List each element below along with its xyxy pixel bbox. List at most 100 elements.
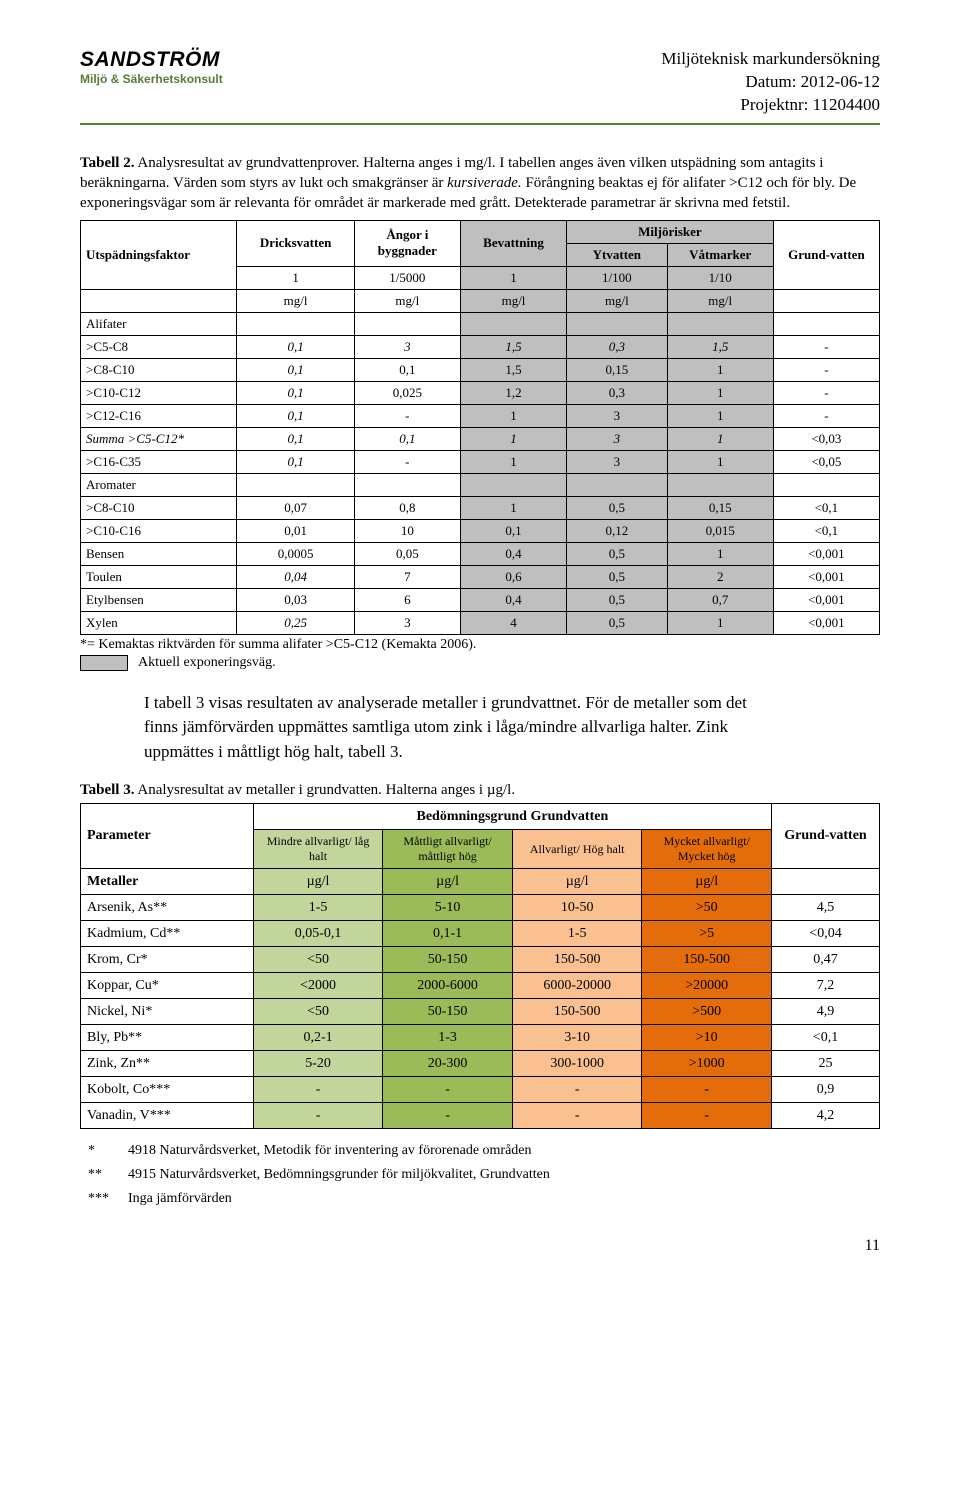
table2-caption-head: Tabell 2.: [80, 155, 134, 171]
table-row: >C8-C100,070,810,50,15<0,1: [81, 496, 880, 519]
footnote-mark: **: [80, 1163, 120, 1187]
table-cell: -: [512, 1077, 642, 1103]
footnote-row: *4918 Naturvårdsverket, Metodik för inve…: [80, 1139, 558, 1163]
table-cell: 3: [354, 335, 460, 358]
table-cell: 1: [667, 381, 773, 404]
table-cell: >10: [642, 1025, 772, 1051]
table-row: Kadmium, Cd**0,05-0,10,1-11-5>5<0,04: [81, 921, 880, 947]
header-meta: Miljöteknisk markundersökning Datum: 201…: [661, 48, 880, 117]
table2-caption-kursiv: kursiverade.: [447, 175, 522, 191]
table-cell: 0,025: [354, 381, 460, 404]
row-label: >C16-C35: [81, 450, 237, 473]
table-cell: -: [354, 404, 460, 427]
unit-c1: µg/l: [253, 869, 383, 895]
table-cell: 1: [667, 611, 773, 634]
table-cell: <0,1: [772, 1025, 880, 1051]
table-cell: -: [773, 404, 879, 427]
table-cell: 25: [772, 1051, 880, 1077]
unit-c3: µg/l: [512, 869, 642, 895]
table-cell: 1: [460, 404, 566, 427]
footnote-row: ***Inga jämförvärden: [80, 1187, 558, 1211]
row-label: Bensen: [81, 542, 237, 565]
row-label: Zink, Zn**: [81, 1051, 254, 1077]
row-label: >C10-C12: [81, 381, 237, 404]
table-cell: 5-10: [383, 895, 513, 921]
table2-section-row: Alifater: [81, 312, 880, 335]
table-cell: 0,3: [567, 381, 668, 404]
table-cell: 0,25: [237, 611, 354, 634]
table-cell: 0,6: [460, 565, 566, 588]
col-miljorisker: Miljörisker: [567, 220, 774, 243]
table-cell: 50-150: [383, 999, 513, 1025]
document-page: SANDSTRÖM Miljö & Säkerhetskonsult Miljö…: [0, 0, 960, 1295]
table-cell: 4,5: [772, 895, 880, 921]
table-cell: [567, 312, 668, 335]
table3-caption-body: Analysresultat av metaller i grundvatten…: [134, 782, 515, 798]
category-header: Måttligt allvarligt/ måttligt hög: [383, 830, 513, 869]
row-label: Xylen: [81, 611, 237, 634]
table-cell: <0,05: [773, 450, 879, 473]
table-cell: [667, 312, 773, 335]
table-cell: 0,01: [237, 519, 354, 542]
category-header: Allvarligt/ Hög halt: [512, 830, 642, 869]
row-label: >C8-C10: [81, 496, 237, 519]
table-cell: 0,5: [567, 542, 668, 565]
table-cell: >50: [642, 895, 772, 921]
table-row: Bensen0,00050,050,40,51<0,001: [81, 542, 880, 565]
table-cell: 0,4: [460, 542, 566, 565]
table-cell: 4,9: [772, 999, 880, 1025]
table-cell: 0,015: [667, 519, 773, 542]
category-header: Mindre allvarligt/ låg halt: [253, 830, 383, 869]
table-row: >C10-C160,01100,10,120,015<0,1: [81, 519, 880, 542]
category-header: Mycket allvarligt/ Mycket hög: [642, 830, 772, 869]
table-cell: 0,1: [237, 427, 354, 450]
table-cell: 0,05-0,1: [253, 921, 383, 947]
table-cell: 0,15: [667, 496, 773, 519]
table-cell: -: [773, 381, 879, 404]
table3-caption-head: Tabell 3.: [80, 782, 134, 798]
table-cell: 2: [667, 565, 773, 588]
table-row: Vanadin, V***----4,2: [81, 1103, 880, 1129]
unit-c3: mg/l: [460, 289, 566, 312]
table-cell: 1: [667, 358, 773, 381]
table-cell: >20000: [642, 973, 772, 999]
table-cell: -: [642, 1077, 772, 1103]
table-cell: 0,1: [354, 427, 460, 450]
table-cell: -: [383, 1103, 513, 1129]
table-cell: 10-50: [512, 895, 642, 921]
col-ytvatten: Ytvatten: [567, 243, 668, 266]
doc-date: Datum: 2012-06-12: [661, 71, 880, 94]
unit-c5-blank: [772, 869, 880, 895]
row-label: Kadmium, Cd**: [81, 921, 254, 947]
row-label: >C5-C8: [81, 335, 237, 358]
table-cell: 3: [354, 611, 460, 634]
table-cell: 1: [460, 496, 566, 519]
table-row: Xylen0,25340,51<0,001: [81, 611, 880, 634]
unit-row-blank: [81, 289, 237, 312]
table-cell: <0,1: [773, 519, 879, 542]
table-cell: 150-500: [642, 947, 772, 973]
table-cell: 1-5: [253, 895, 383, 921]
table-cell: 0,3: [567, 335, 668, 358]
table-cell: >5: [642, 921, 772, 947]
footnote-text: Inga jämförvärden: [120, 1187, 558, 1211]
row-label: Bly, Pb**: [81, 1025, 254, 1051]
table-cell: 10: [354, 519, 460, 542]
table-cell: 1: [667, 542, 773, 565]
col-group-bedomning: Bedömningsgrund Grundvatten: [253, 804, 771, 830]
table-cell: 0,5: [567, 611, 668, 634]
table-cell: 2000-6000: [383, 973, 513, 999]
footnote-mark: ***: [80, 1187, 120, 1211]
table-cell: 1,5: [460, 358, 566, 381]
row-label: Arsenik, As**: [81, 895, 254, 921]
table-cell: 1,5: [667, 335, 773, 358]
table-cell: [354, 312, 460, 335]
section-label: Alifater: [81, 312, 237, 335]
unit-c2: mg/l: [354, 289, 460, 312]
table-cell: 0,1: [237, 335, 354, 358]
section-label: Aromater: [81, 473, 237, 496]
table-cell: 0,5: [567, 496, 668, 519]
footnote-mark: *: [80, 1139, 120, 1163]
brand-name: SANDSTRÖM: [80, 48, 223, 72]
row-label: Koppar, Cu*: [81, 973, 254, 999]
